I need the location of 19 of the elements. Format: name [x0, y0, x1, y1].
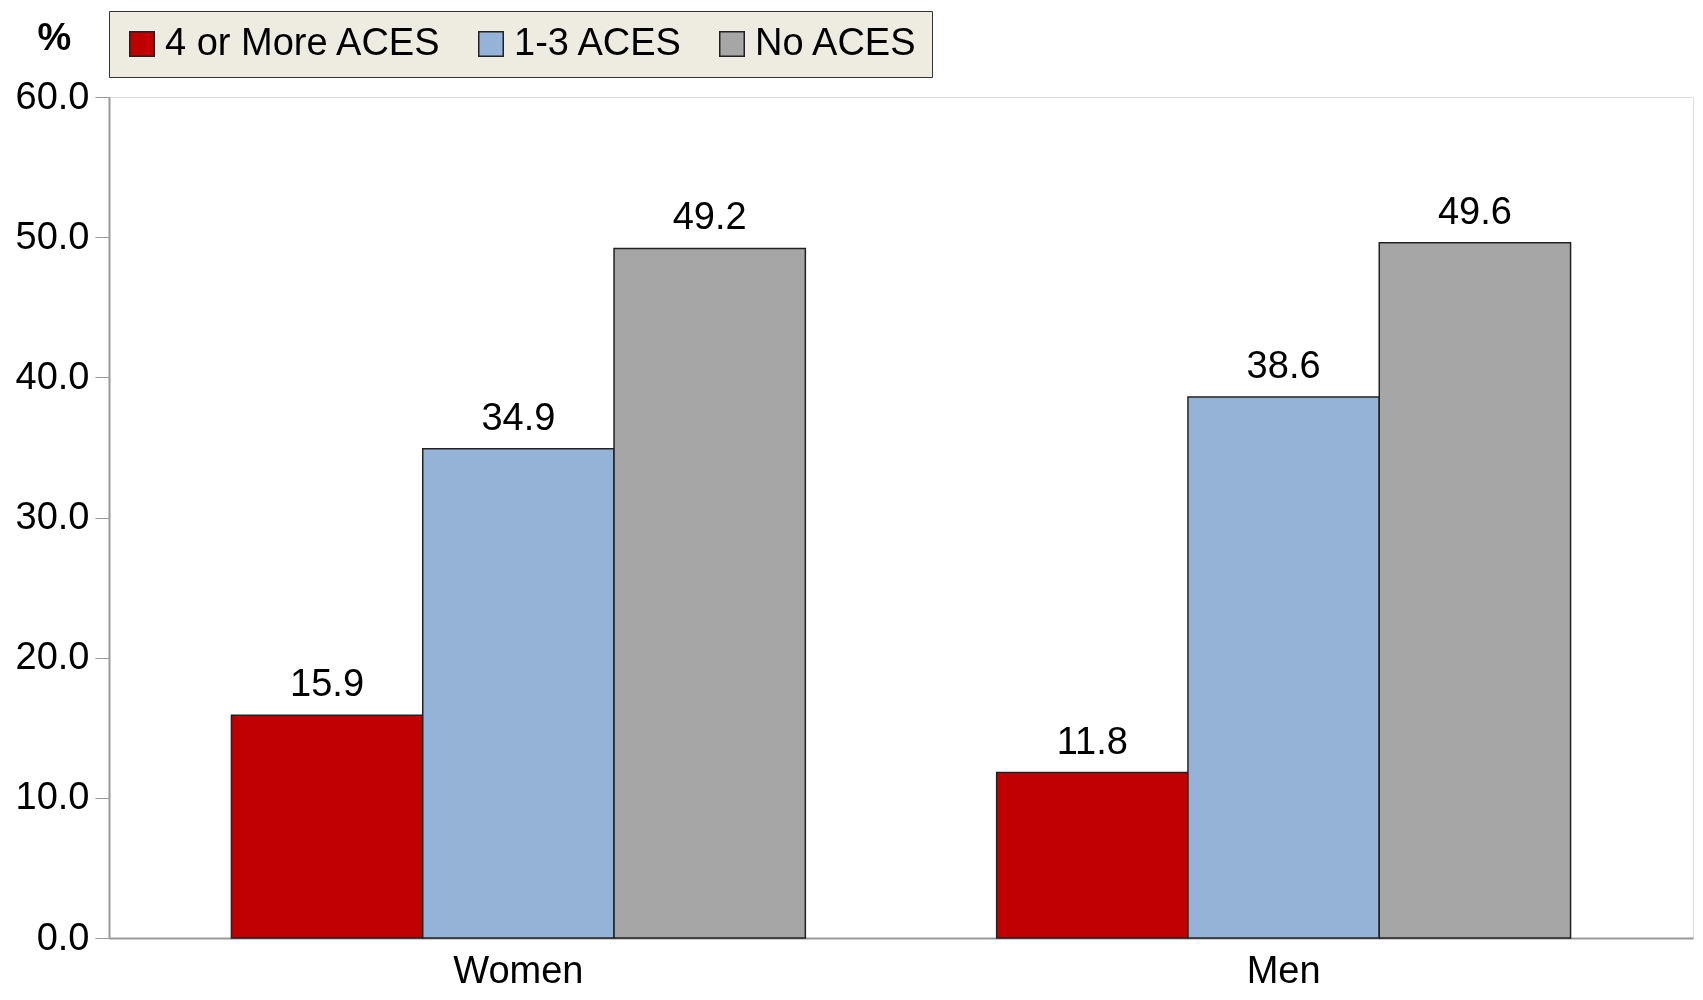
data-label: 49.6: [1437, 189, 1512, 232]
y-tick-label: 50.0: [15, 214, 90, 257]
y-tick-label: 40.0: [15, 354, 90, 397]
y-tick-label: 20.0: [15, 635, 90, 678]
legend-label: 4 or More ACES: [165, 21, 440, 63]
data-label: 38.6: [1246, 343, 1321, 386]
y-axis-title: %: [37, 15, 72, 58]
x-tick-label: Men: [1246, 948, 1321, 991]
y-tick-label: 10.0: [15, 775, 90, 818]
y-tick-label: 0.0: [36, 915, 90, 958]
legend-label: 1-3 ACES: [514, 21, 681, 63]
data-label: 34.9: [481, 395, 556, 438]
y-tick-label: 30.0: [15, 495, 90, 537]
legend-label: No ACES: [755, 21, 916, 63]
y-tick-label: 60.0: [15, 74, 90, 117]
x-tick-label: Women: [453, 948, 584, 991]
data-label: 49.2: [672, 195, 747, 238]
data-label: 11.8: [1056, 719, 1128, 762]
data-label: 15.9: [290, 662, 365, 705]
